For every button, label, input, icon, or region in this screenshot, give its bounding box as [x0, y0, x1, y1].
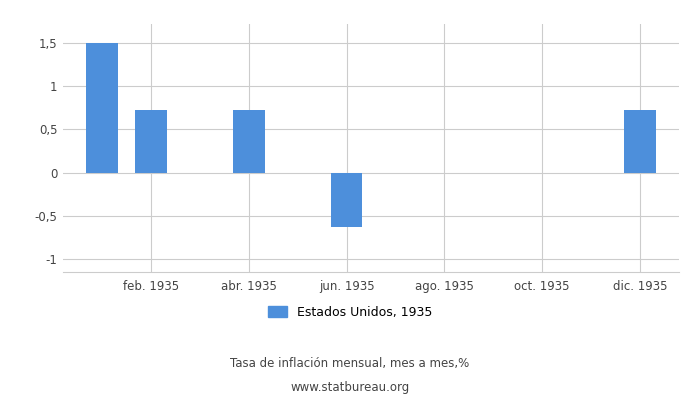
- Text: www.statbureau.org: www.statbureau.org: [290, 382, 410, 394]
- Bar: [624, 110, 656, 173]
- Bar: [135, 110, 167, 173]
- Legend: Estados Unidos, 1935: Estados Unidos, 1935: [263, 301, 437, 324]
- Bar: [233, 110, 265, 173]
- Text: Tasa de inflación mensual, mes a mes,%: Tasa de inflación mensual, mes a mes,%: [230, 358, 470, 370]
- Bar: [330, 173, 363, 227]
- Bar: [86, 43, 118, 173]
